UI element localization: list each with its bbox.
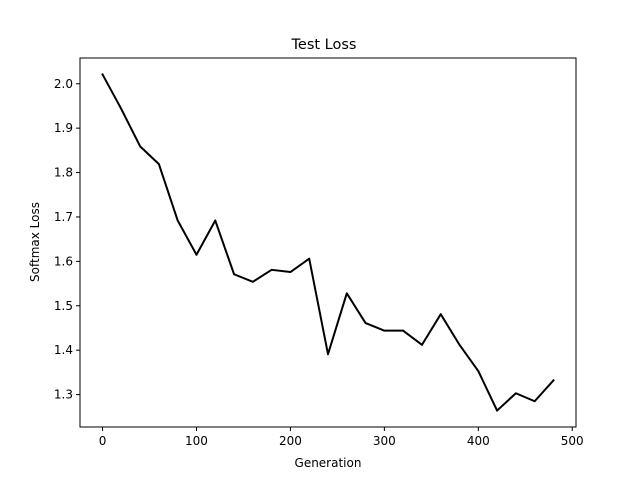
data-point [439,313,442,316]
y-tick-label: 1.3 [54,388,73,402]
y-tick-label: 1.6 [54,254,73,268]
data-point [308,257,311,260]
data-point [270,268,273,271]
y-axis: 1.3 1.4 1.5 1.6 1.7 1.8 1.9 2.0 [54,77,80,402]
data-point [514,392,517,395]
y-tick-label: 2.0 [54,77,73,91]
data-point [327,353,329,356]
data-point [214,219,217,222]
data-point [421,343,423,346]
x-axis-label: Generation [295,456,362,470]
y-tick-label: 1.5 [54,299,73,313]
y-tick-label: 1.4 [54,343,73,357]
y-tick-label: 1.9 [54,121,73,135]
data-point [101,73,104,76]
data-point [496,409,498,412]
plot-area [101,73,555,412]
data-point [345,292,348,295]
data-point [383,329,386,332]
x-tick-label: 200 [279,434,302,448]
x-axis: 0 100 200 300 400 500 [99,427,584,448]
data-point [289,271,292,273]
data-point [158,163,160,166]
data-point [402,329,405,332]
x-tick-label: 500 [561,434,584,448]
data-point [458,343,461,346]
data-point [364,322,367,324]
plot-frame [79,57,577,428]
y-tick-label: 1.7 [54,210,73,224]
x-tick-label: 0 [99,434,107,448]
data-point [251,280,254,283]
data-point [533,400,536,403]
data-point [477,370,480,372]
data-point [139,145,142,148]
y-axis-label: Softmax Loss [28,202,42,282]
data-point [233,273,235,276]
chart-title: Test Loss [291,37,357,53]
x-tick-label: 400 [467,434,490,448]
data-point [552,379,555,382]
x-tick-label: 100 [185,434,208,448]
y-tick-label: 1.8 [54,166,73,180]
data-point [120,108,123,110]
data-point [195,253,198,256]
data-point [176,219,179,222]
x-tick-label: 300 [373,434,396,448]
